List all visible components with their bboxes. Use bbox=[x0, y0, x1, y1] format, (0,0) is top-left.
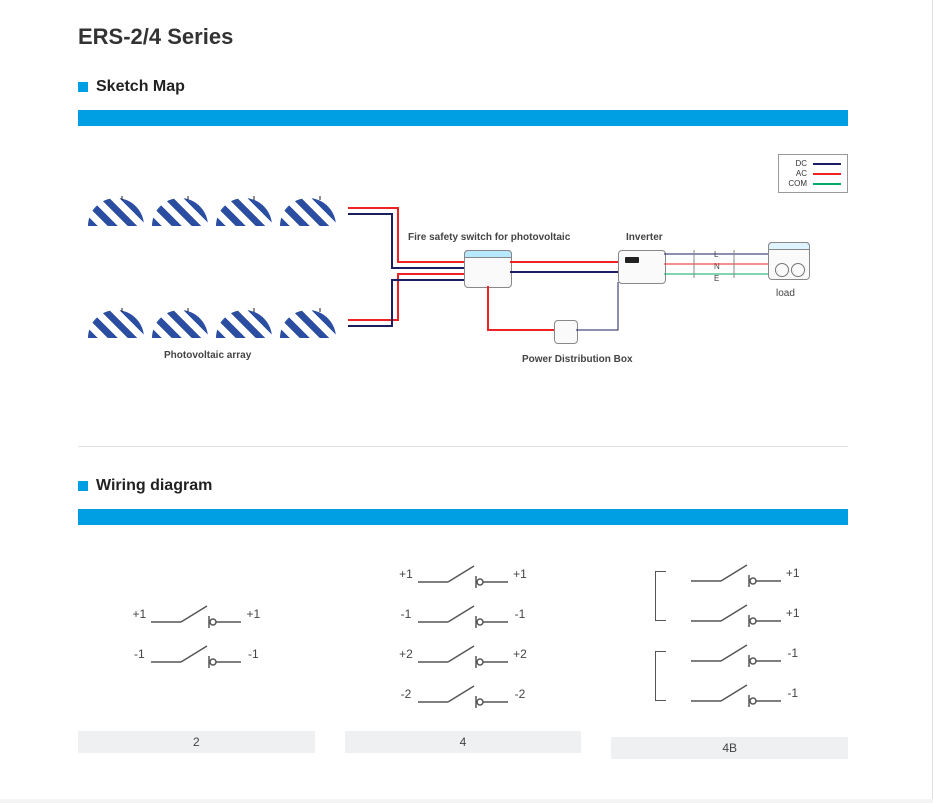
section-head-wiring: Wiring diagram bbox=[78, 477, 848, 495]
switch-left-label: +1 bbox=[127, 607, 151, 621]
switch-right-label: -1 bbox=[781, 686, 805, 700]
legend-row-ac: AC bbox=[785, 169, 841, 178]
label-pv-array: Photovoltaic array bbox=[164, 350, 251, 361]
pv-panel bbox=[216, 198, 272, 226]
load-device bbox=[768, 242, 810, 280]
switch-right-label: +2 bbox=[508, 647, 532, 661]
pv-row-top bbox=[88, 198, 336, 226]
wiring-row: +1 +1 -1 -1 2 +1 +1 -1 -1 +2 +2 -2 -2 4 +1 +1 -1 -1 4… bbox=[78, 549, 848, 759]
switch-pair: +1 +1 bbox=[655, 555, 805, 631]
legend-box: DC AC COM bbox=[778, 154, 848, 193]
pv-panel bbox=[280, 310, 336, 338]
switch-right-label: -1 bbox=[781, 646, 805, 660]
switch-left-label: +1 bbox=[394, 567, 418, 581]
switch-pair: -1 -1 bbox=[655, 635, 805, 711]
section-marker-icon bbox=[78, 82, 88, 92]
switch-symbol: -1 bbox=[667, 635, 805, 671]
wiring-caption: 4 bbox=[345, 731, 582, 753]
label-inverter: Inverter bbox=[626, 232, 663, 243]
section-title-sketch: Sketch Map bbox=[96, 78, 185, 96]
switch-right-label: +1 bbox=[508, 567, 532, 581]
legend-row-dc: DC bbox=[785, 159, 841, 168]
pv-panel bbox=[216, 310, 272, 338]
pv-panel bbox=[280, 198, 336, 226]
section-marker-icon bbox=[78, 481, 88, 491]
section-title-wiring: Wiring diagram bbox=[96, 477, 212, 495]
wiring-col-4b: +1 +1 -1 -1 4B bbox=[611, 549, 848, 759]
wiring-col-4: +1 +1 -1 -1 +2 +2 -2 -2 4 bbox=[345, 549, 582, 759]
section-divider bbox=[78, 446, 848, 447]
switch-symbol: +1 bbox=[667, 555, 805, 591]
inverter bbox=[618, 250, 666, 284]
switch-right-label: -1 bbox=[508, 607, 532, 621]
switch-left-label: +2 bbox=[394, 647, 418, 661]
legend-line-ac bbox=[813, 173, 841, 175]
label-power-box: Power Distribution Box bbox=[522, 354, 633, 365]
wiring-caption: 4B bbox=[611, 737, 848, 759]
switch-left-label: -1 bbox=[394, 607, 418, 621]
legend-line-dc bbox=[813, 163, 841, 165]
switch-right-label: +1 bbox=[781, 566, 805, 580]
bus-label-N: N bbox=[714, 262, 720, 271]
switch-right-label: -2 bbox=[508, 687, 532, 701]
section-bar bbox=[78, 110, 848, 126]
legend-row-com: COM bbox=[785, 179, 841, 188]
switch-right-label: +1 bbox=[781, 606, 805, 620]
switch-symbol: +1 +1 bbox=[127, 596, 265, 632]
switch-symbol: +1 +1 bbox=[394, 556, 532, 592]
switch-symbol: +2 +2 bbox=[394, 636, 532, 672]
pv-panel bbox=[152, 310, 208, 338]
pv-panel bbox=[88, 310, 144, 338]
switch-right-label: +1 bbox=[241, 607, 265, 621]
power-distribution-box bbox=[554, 320, 578, 344]
label-load: load bbox=[776, 288, 795, 299]
wiring-caption: 2 bbox=[78, 731, 315, 753]
sketch-map: DC AC COM bbox=[78, 150, 848, 410]
section-bar bbox=[78, 509, 848, 525]
section-head-sketch: Sketch Map bbox=[78, 78, 848, 96]
bus-label-E: E bbox=[714, 274, 719, 283]
switch-symbol: -2 -2 bbox=[394, 676, 532, 712]
fire-safety-switch bbox=[464, 250, 512, 288]
pv-panel bbox=[88, 198, 144, 226]
wiring-col-2: +1 +1 -1 -1 2 bbox=[78, 549, 315, 759]
legend-line-com bbox=[813, 183, 841, 185]
switch-symbol: -1 -1 bbox=[127, 636, 265, 672]
switch-right-label: -1 bbox=[241, 647, 265, 661]
switch-left-label: -2 bbox=[394, 687, 418, 701]
page-title: ERS-2/4 Series bbox=[78, 24, 848, 50]
bracket-icon bbox=[655, 651, 666, 701]
label-fire-switch: Fire safety switch for photovoltaic bbox=[408, 232, 570, 243]
fan-icon bbox=[791, 263, 805, 277]
fan-icon bbox=[775, 263, 789, 277]
switch-symbol: +1 bbox=[667, 595, 805, 631]
bracket-icon bbox=[655, 571, 666, 621]
switch-symbol: -1 bbox=[667, 675, 805, 711]
pv-row-bottom bbox=[88, 310, 336, 338]
switch-symbol: -1 -1 bbox=[394, 596, 532, 632]
switch-left-label: -1 bbox=[127, 647, 151, 661]
wiring-overlay bbox=[78, 150, 848, 410]
bus-label-L: L bbox=[714, 250, 718, 259]
pv-panel bbox=[152, 198, 208, 226]
